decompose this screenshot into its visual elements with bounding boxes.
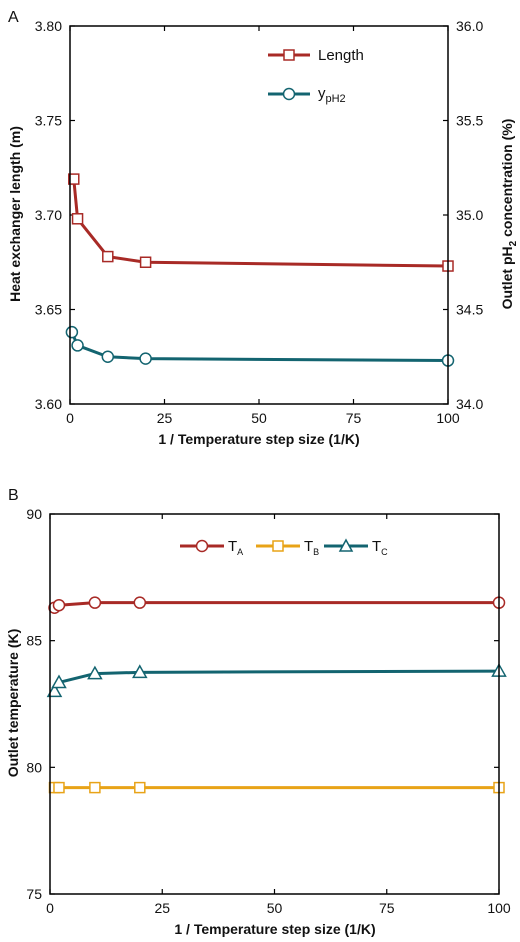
chart-a-series-1-point-0 (65, 325, 79, 339)
legend-tb-label: TB (304, 538, 319, 557)
chart-b-series-2-line (53, 669, 500, 693)
legend-tb: TB (256, 538, 319, 557)
chart-b-ticks: 0 25 50 75 100 75 80 85 90 (26, 506, 510, 916)
chart-a-ylabel: Heat exchanger length (m) (7, 126, 23, 302)
legend-tb-sub: B (313, 547, 319, 557)
chart-b-series-1-point-3 (134, 781, 146, 794)
legend-tc-marker (338, 538, 354, 552)
chart-a-series-1-point-2 (101, 350, 115, 363)
chart-a-xtick-label-4: 100 (436, 410, 460, 426)
legend-tc: TC (324, 538, 388, 557)
chart-a: A Heat exchanger length (m) Outlet pH2 c… (7, 9, 519, 447)
chart-b-ytick-label-1: 80 (26, 759, 42, 775)
legend-ypH2-label: ypH2 (318, 85, 346, 105)
chart-b-ytick-label-2: 85 (26, 633, 42, 649)
chart-b-series-2-point-1 (51, 674, 67, 689)
chart-a-series-0-point-0 (68, 173, 80, 185)
panel-label-b: B (8, 487, 19, 504)
chart-a-series-1-point-1 (71, 339, 84, 352)
legend-tc-main: T (372, 538, 381, 555)
chart-a-y2label-tail: concentration (%) (499, 119, 515, 241)
legend-ypH2-main: y (318, 85, 326, 102)
chart-b-series-0-line (53, 601, 499, 610)
chart-b-series-2-point-2 (87, 665, 103, 680)
chart-a-series-0-point-2 (102, 250, 114, 263)
chart-a-series-1-point-3 (139, 352, 152, 365)
chart-a-series (65, 173, 455, 367)
chart-a-y2tick-label-2: 35.0 (456, 207, 483, 223)
chart-b-series (46, 596, 507, 794)
chart-b-xlabel: 1 / Temperature step size (1/K) (174, 921, 375, 937)
legend-tb-marker (272, 540, 284, 552)
chart-a-ytick-label-4: 3.80 (35, 18, 62, 34)
chart-b-ytick-label-3: 90 (26, 506, 42, 522)
panel-label-a: A (8, 9, 19, 26)
chart-a-xtick-label-1: 25 (157, 410, 173, 426)
chart-a-xtick-label-2: 50 (251, 410, 267, 426)
chart-b-ylabel: Outlet temperature (K) (5, 629, 21, 778)
legend-tb-main: T (304, 538, 313, 555)
chart-a-legend: Length ypH2 (268, 47, 364, 105)
chart-a-ytick-label-2: 3.70 (35, 207, 62, 223)
chart-b-series-0-point-3 (133, 596, 147, 609)
legend-ypH2-sub: pH2 (326, 93, 346, 105)
chart-b-xtick-label-1: 25 (154, 900, 170, 916)
legend-tc-label: TC (372, 538, 388, 557)
legend-ta-main: T (228, 538, 237, 555)
chart-a-ticks: 0 25 50 75 100 3.60 3.65 3.70 3.75 3.80 34.0 34.5 35… (35, 18, 484, 426)
chart-b-xtick-label-3: 75 (379, 900, 395, 916)
chart-a-xtick-label-3: 75 (346, 410, 362, 426)
chart-a-xlabel: 1 / Temperature step size (1/K) (158, 431, 359, 447)
chart-a-y2tick-label-3: 35.5 (456, 113, 483, 129)
chart-b-xtick-label-0: 0 (46, 900, 54, 916)
chart-a-y2tick-label-0: 34.0 (456, 396, 483, 412)
legend-ta: TA (180, 538, 243, 557)
chart-b-xtick-label-4: 100 (487, 900, 511, 916)
chart-a-y2tick-label-4: 36.0 (456, 18, 483, 34)
chart-b-series-2-point-0 (46, 683, 63, 698)
chart-b-series-2-point-3 (132, 664, 148, 679)
legend-length: Length (268, 47, 364, 64)
chart-b-xtick-label-2: 50 (267, 900, 283, 916)
legend-length-label: Length (318, 47, 364, 64)
chart-a-ytick-label-0: 3.60 (35, 396, 62, 412)
legend-tc-sub: C (381, 547, 388, 557)
chart-a-series-1-line (70, 331, 449, 363)
chart-a-plot-frame (69, 25, 449, 405)
chart-a-ytick-label-1: 3.65 (35, 302, 62, 318)
chart-b-series-1-point-2 (89, 781, 101, 794)
chart-b-legend: TA TB TC (180, 538, 388, 557)
legend-length-marker (283, 49, 295, 61)
legend-ta-marker (195, 539, 209, 553)
chart-b-ytick-label-0: 75 (26, 886, 42, 902)
chart-a-y2label: Outlet pH2 concentration (%) (499, 119, 519, 310)
legend-ypH2: ypH2 (268, 85, 346, 105)
chart-b-series-0-point-1 (52, 598, 66, 612)
legend-ta-label: TA (228, 538, 243, 557)
chart-b-series-0-point-2 (88, 596, 102, 609)
chart-a-y2label-sub: 2 (508, 240, 519, 246)
chart-b-plot-frame (49, 513, 500, 895)
legend-ta-sub: A (237, 547, 243, 557)
chart-a-y2label-main: Outlet pH (499, 246, 515, 309)
chart-a-ytick-label-3: 3.75 (35, 113, 62, 129)
chart-b-series-1-point-1 (53, 781, 65, 794)
chart-b: B Outlet temperature (K) 1 / Temperature… (5, 487, 511, 937)
chart-a-y2tick-label-1: 34.5 (456, 302, 483, 318)
chart-a-xtick-label-0: 0 (66, 410, 74, 426)
chart-a-series-0-point-1 (71, 213, 84, 225)
legend-ypH2-marker (282, 87, 296, 101)
chart-a-series-0-point-3 (139, 256, 152, 268)
chart-a-series-0-line (72, 178, 449, 268)
